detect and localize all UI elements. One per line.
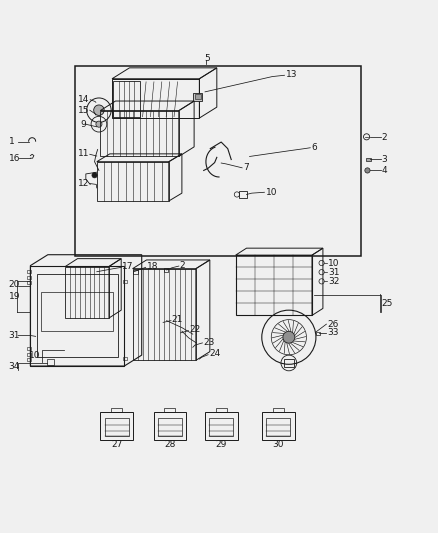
- Bar: [111, 408, 122, 412]
- Text: 23: 23: [203, 337, 215, 346]
- Bar: [27, 358, 31, 361]
- Bar: [113, 80, 140, 117]
- Bar: [41, 292, 113, 331]
- Text: 24: 24: [209, 349, 220, 358]
- Text: 11: 11: [78, 149, 90, 158]
- Text: 17: 17: [122, 262, 134, 271]
- Text: 5: 5: [205, 54, 210, 63]
- Text: 6: 6: [311, 143, 317, 152]
- Bar: [75, 66, 361, 256]
- Text: 34: 34: [9, 361, 20, 370]
- Text: 32: 32: [328, 277, 339, 286]
- Bar: [284, 359, 294, 367]
- Circle shape: [94, 105, 104, 116]
- Bar: [97, 161, 169, 201]
- Bar: [46, 359, 54, 365]
- Bar: [158, 418, 182, 436]
- Text: 31: 31: [9, 331, 20, 340]
- Bar: [205, 412, 238, 440]
- Text: 14: 14: [78, 95, 90, 104]
- Bar: [133, 269, 196, 360]
- Text: 33: 33: [327, 328, 339, 337]
- Bar: [236, 255, 312, 316]
- Text: 28: 28: [164, 440, 176, 449]
- Bar: [27, 270, 31, 273]
- Circle shape: [96, 121, 102, 127]
- Circle shape: [92, 173, 97, 178]
- Bar: [27, 281, 31, 284]
- Bar: [133, 270, 138, 274]
- Bar: [123, 357, 127, 360]
- Text: 4: 4: [381, 166, 387, 175]
- Bar: [65, 266, 109, 318]
- Bar: [316, 332, 320, 335]
- Bar: [273, 408, 284, 412]
- Text: 7: 7: [244, 163, 249, 172]
- Text: 2: 2: [180, 261, 185, 270]
- Bar: [216, 408, 227, 412]
- Text: 18: 18: [147, 262, 158, 271]
- Bar: [27, 353, 31, 356]
- Text: 3: 3: [381, 155, 387, 164]
- Bar: [37, 274, 118, 357]
- Bar: [209, 418, 233, 436]
- Text: 22: 22: [189, 325, 201, 334]
- Bar: [153, 412, 186, 440]
- Text: 26: 26: [327, 320, 339, 329]
- Text: 9: 9: [81, 120, 86, 128]
- Bar: [366, 158, 371, 161]
- Bar: [164, 408, 175, 412]
- Text: 15: 15: [78, 106, 90, 115]
- Text: 10: 10: [328, 259, 339, 268]
- Bar: [193, 93, 202, 101]
- Text: 10: 10: [28, 351, 40, 360]
- Text: 30: 30: [272, 440, 284, 449]
- Bar: [164, 268, 168, 272]
- Circle shape: [365, 168, 370, 173]
- Bar: [262, 412, 294, 440]
- Bar: [27, 348, 31, 350]
- Text: 25: 25: [381, 298, 393, 308]
- Bar: [194, 94, 201, 99]
- Text: 2: 2: [381, 133, 387, 142]
- Text: 27: 27: [111, 440, 122, 449]
- Text: 12: 12: [78, 179, 90, 188]
- Bar: [239, 191, 247, 198]
- Text: 21: 21: [172, 315, 183, 324]
- Text: 19: 19: [9, 292, 20, 301]
- Text: 1: 1: [9, 137, 14, 146]
- Bar: [27, 276, 31, 279]
- Bar: [105, 418, 129, 436]
- Text: 16: 16: [9, 154, 20, 163]
- Bar: [30, 265, 124, 366]
- Text: 13: 13: [286, 70, 297, 79]
- Text: 20: 20: [9, 280, 20, 289]
- Bar: [123, 280, 127, 282]
- Text: 31: 31: [328, 268, 339, 277]
- Bar: [100, 412, 133, 440]
- Bar: [100, 111, 179, 157]
- Text: 29: 29: [215, 440, 227, 449]
- Text: 10: 10: [266, 188, 277, 197]
- Bar: [266, 418, 290, 436]
- Circle shape: [283, 332, 295, 343]
